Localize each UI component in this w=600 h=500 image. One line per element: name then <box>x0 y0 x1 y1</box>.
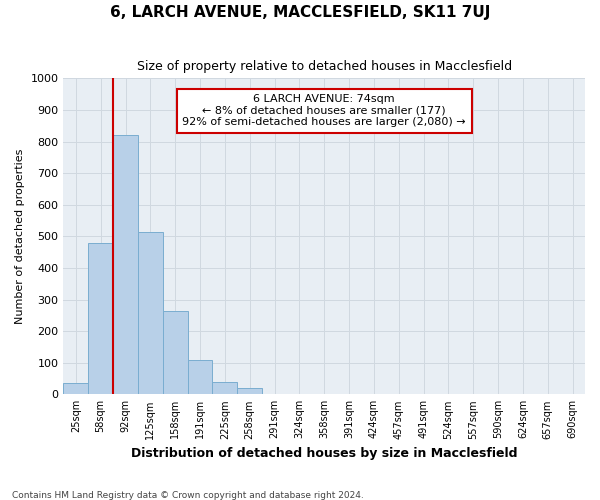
Bar <box>163 310 188 394</box>
Bar <box>212 382 237 394</box>
Bar <box>113 135 138 394</box>
Text: Contains HM Land Registry data © Crown copyright and database right 2024.: Contains HM Land Registry data © Crown c… <box>12 490 364 500</box>
Bar <box>88 242 113 394</box>
Bar <box>138 232 163 394</box>
Y-axis label: Number of detached properties: Number of detached properties <box>15 148 25 324</box>
Bar <box>237 388 262 394</box>
X-axis label: Distribution of detached houses by size in Macclesfield: Distribution of detached houses by size … <box>131 447 517 460</box>
Text: 6 LARCH AVENUE: 74sqm
← 8% of detached houses are smaller (177)
92% of semi-deta: 6 LARCH AVENUE: 74sqm ← 8% of detached h… <box>182 94 466 128</box>
Bar <box>64 383 88 394</box>
Bar <box>188 360 212 394</box>
Title: Size of property relative to detached houses in Macclesfield: Size of property relative to detached ho… <box>137 60 512 73</box>
Text: 6, LARCH AVENUE, MACCLESFIELD, SK11 7UJ: 6, LARCH AVENUE, MACCLESFIELD, SK11 7UJ <box>110 5 490 20</box>
